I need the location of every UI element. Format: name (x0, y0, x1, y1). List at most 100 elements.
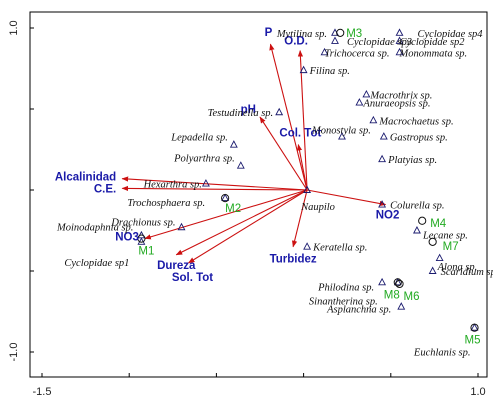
env-vector (306, 189, 387, 207)
y-tick-label: -1.0 (8, 343, 20, 362)
species-label: Mytilina sp. (276, 29, 327, 40)
env-vector-label: Sol. Tot (172, 272, 213, 284)
species-point (395, 36, 404, 44)
species-point (320, 47, 329, 56)
env-vector (269, 43, 308, 191)
species-label: Colurella sp. (390, 201, 444, 212)
species-point (395, 47, 404, 56)
env-vector-label: Turbidez (270, 254, 317, 266)
species-point (221, 193, 230, 202)
env-vector (175, 189, 308, 256)
x-tick-label: -1.5 (33, 386, 52, 398)
site-point (470, 323, 479, 332)
species-label: Moinodaphnia sp. (56, 222, 133, 233)
env-vector-label: NO2 (376, 210, 400, 222)
species-point (355, 98, 364, 106)
species-point (137, 237, 146, 245)
species-label: Trochosphaera sp. (127, 198, 205, 209)
species-point (428, 266, 437, 274)
species-point (369, 115, 378, 124)
x-tick-label: 1.0 (470, 386, 485, 398)
env-vector (291, 189, 308, 248)
species-label: Filina sp. (309, 66, 350, 77)
species-point (236, 161, 245, 169)
species-label: Philodina sp. (317, 282, 374, 293)
species-point (275, 107, 284, 116)
species-label: Cyclopidae sp1 (64, 258, 129, 269)
species-point (397, 302, 406, 310)
site-point (418, 216, 427, 225)
species-point (229, 140, 238, 148)
y-tick-label: 1.0 (8, 20, 20, 35)
site-label: M3 (346, 28, 362, 40)
species-label: Cyclopidae sp2 (400, 37, 466, 48)
env-vector (296, 143, 308, 191)
env-vector-label: NO3 (115, 232, 139, 244)
env-vector (121, 176, 308, 191)
plot-frame (29, 11, 488, 378)
species-point (201, 179, 210, 187)
site-point (428, 237, 437, 246)
species-label: Euchlanis sp. (413, 348, 471, 359)
env-vector-label: Col. Tot (279, 128, 321, 140)
species-point (395, 28, 404, 36)
env-vector-label: O.D. (284, 36, 308, 48)
species-label: Macrochaetus sp. (378, 116, 453, 127)
species-label: Drachionus sp. (110, 217, 175, 228)
species-label: Anuraeopsis sp. (362, 99, 430, 110)
site-point (221, 194, 230, 203)
species-label: Lecane sp. (422, 231, 468, 242)
env-vector (259, 116, 308, 191)
site-label: M7 (443, 241, 459, 253)
env-vector-label: Dureza (157, 260, 196, 272)
site-point (137, 234, 146, 243)
species-point (303, 185, 312, 193)
species-label: Alona sp. (437, 262, 478, 273)
species-label: Sinantherina sp. (309, 296, 378, 307)
species-label: Monommata sp. (399, 48, 468, 59)
species-point (378, 277, 387, 286)
site-point (336, 28, 345, 37)
species-point (470, 323, 479, 331)
species-label: Monostyla sp. (311, 126, 371, 137)
species-point (338, 132, 346, 140)
env-vector-label: Alcalinidad (55, 172, 116, 184)
site-label: M8 (384, 289, 400, 301)
species-point (379, 132, 388, 140)
site-point (395, 279, 404, 289)
species-point (331, 36, 339, 44)
site-label: M5 (465, 335, 481, 347)
env-vector (187, 189, 308, 264)
site-label: M4 (430, 218, 447, 230)
species-label: Lepadella sp. (170, 133, 228, 144)
species-label: Cyclopidae sp3 (347, 37, 412, 48)
species-point (303, 242, 312, 250)
site-label: M2 (225, 203, 241, 215)
species-label: Platyias sp. (387, 155, 437, 166)
species-point (177, 222, 186, 231)
env-vector-label: pH (241, 104, 256, 116)
site-point (393, 278, 402, 287)
species-point (362, 89, 371, 98)
species-label: Cyclopidae sp4 (418, 29, 484, 40)
species-label: Gastropus sp. (390, 133, 448, 144)
species-label: Naupilo (300, 202, 335, 213)
species-point (378, 154, 387, 163)
species-point (378, 200, 387, 208)
site-label: M1 (138, 246, 154, 258)
species-label: Macrothrix sp. (369, 90, 432, 101)
env-vector (297, 50, 308, 191)
env-vector-label: P (265, 27, 273, 39)
env-vector-label: C.E. (94, 183, 116, 195)
species-point (413, 226, 421, 234)
species-point (299, 65, 308, 74)
env-vector (121, 185, 308, 192)
species-label: Keratella sp. (312, 243, 367, 254)
species-label: Testudinella sp. (208, 108, 274, 119)
species-label: Hexarthra sp. (143, 180, 202, 191)
species-label: Trichocerca sp. (325, 48, 390, 59)
site-label: M6 (404, 291, 420, 303)
species-label: Scaridium sp. (441, 267, 493, 278)
